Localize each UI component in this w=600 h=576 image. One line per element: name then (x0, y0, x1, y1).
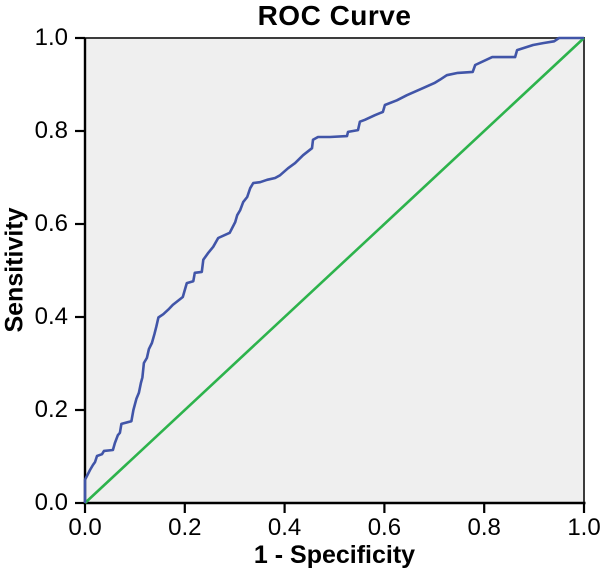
x-tick-label: 0.0 (68, 514, 102, 541)
y-tick-label: 0.6 (34, 210, 68, 237)
x-tick-label: 1.0 (567, 514, 600, 541)
x-tick-label: 0.6 (367, 514, 402, 541)
roc-curve-line (83, 36, 584, 503)
y-axis-label: Sensitivity (0, 207, 29, 333)
reference-diagonal-line (84, 37, 585, 504)
chart-title: ROC Curve (257, 0, 412, 31)
y-tick-label: 1.0 (34, 24, 68, 51)
x-tick-label: 0.4 (267, 514, 302, 541)
y-tick-label: 0.0 (34, 489, 68, 516)
x-axis-label: 1 - Specificity (253, 541, 416, 569)
y-tick-label: 0.8 (34, 117, 68, 144)
x-tick-label: 0.2 (168, 514, 202, 541)
x-tick-label: 0.8 (467, 514, 501, 541)
y-tick-label: 0.2 (34, 396, 68, 423)
y-tick-label: 0.4 (34, 303, 68, 330)
